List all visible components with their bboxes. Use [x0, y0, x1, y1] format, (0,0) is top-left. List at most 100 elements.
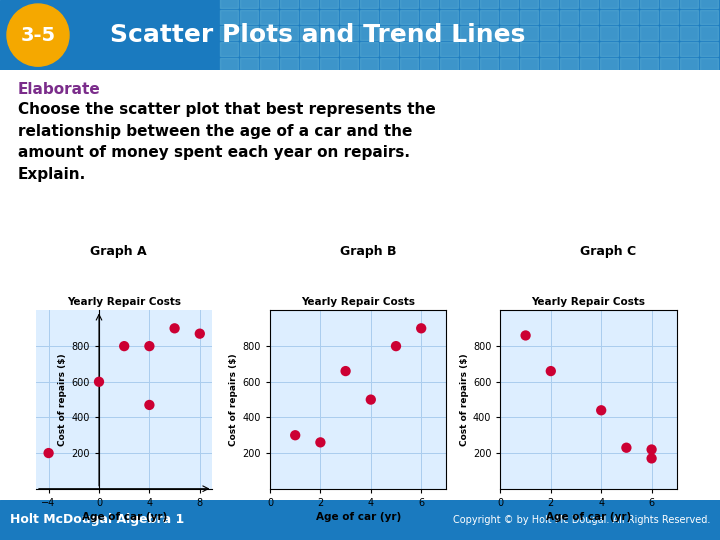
Bar: [420, 0, 438, 8]
Bar: [560, 10, 578, 24]
Bar: [480, 26, 498, 40]
Bar: [640, 42, 658, 56]
Bar: [500, 42, 518, 56]
Point: [595, 406, 607, 415]
Bar: [680, 42, 698, 56]
Bar: [700, 10, 718, 24]
Bar: [680, 0, 698, 8]
Bar: [220, 42, 238, 56]
Bar: [560, 58, 578, 72]
Bar: [580, 42, 598, 56]
Bar: [220, 10, 238, 24]
Point: [315, 438, 326, 447]
Bar: [500, 0, 518, 8]
Bar: [380, 10, 398, 24]
Bar: [340, 26, 358, 40]
Bar: [260, 42, 278, 56]
Title: Yearly Repair Costs: Yearly Repair Costs: [301, 297, 415, 307]
Bar: [320, 0, 338, 8]
Bar: [260, 26, 278, 40]
Bar: [560, 26, 578, 40]
Text: Scatter Plots and Trend Lines: Scatter Plots and Trend Lines: [110, 23, 526, 47]
Bar: [520, 58, 538, 72]
Point: [646, 454, 657, 463]
Bar: [600, 42, 618, 56]
Point: [545, 367, 557, 375]
Bar: [380, 58, 398, 72]
Point: [520, 331, 531, 340]
Bar: [500, 58, 518, 72]
Bar: [440, 26, 458, 40]
Point: [365, 395, 377, 404]
Bar: [620, 58, 638, 72]
Bar: [360, 26, 378, 40]
Bar: [660, 42, 678, 56]
Bar: [620, 10, 638, 24]
Point: [415, 324, 427, 333]
Bar: [240, 58, 258, 72]
Point: [168, 324, 180, 333]
Text: Copyright © by Holt Mc Dougal. All Rights Reserved.: Copyright © by Holt Mc Dougal. All Right…: [453, 515, 710, 525]
Bar: [680, 26, 698, 40]
Bar: [700, 26, 718, 40]
Bar: [240, 0, 258, 8]
Title: Yearly Repair Costs: Yearly Repair Costs: [67, 297, 181, 307]
Text: Choose the scatter plot that best represents the
relationship between the age of: Choose the scatter plot that best repres…: [18, 102, 436, 182]
Bar: [620, 26, 638, 40]
Bar: [540, 10, 558, 24]
Bar: [360, 0, 378, 8]
Bar: [400, 26, 418, 40]
Text: Graph A: Graph A: [90, 245, 146, 258]
Bar: [440, 0, 458, 8]
Bar: [580, 26, 598, 40]
Ellipse shape: [7, 4, 69, 66]
Bar: [360, 10, 378, 24]
Bar: [220, 26, 238, 40]
Bar: [280, 0, 298, 8]
Bar: [360, 58, 378, 72]
Bar: [600, 10, 618, 24]
Y-axis label: Cost of repairs ($): Cost of repairs ($): [58, 353, 67, 446]
Bar: [300, 10, 318, 24]
Bar: [640, 10, 658, 24]
Bar: [260, 0, 278, 8]
Bar: [300, 42, 318, 56]
Bar: [240, 26, 258, 40]
Bar: [440, 42, 458, 56]
Bar: [460, 42, 478, 56]
Bar: [520, 26, 538, 40]
Text: Elaborate: Elaborate: [18, 82, 101, 97]
Text: 3-5: 3-5: [20, 25, 55, 45]
Point: [118, 342, 130, 350]
Bar: [560, 0, 578, 8]
Bar: [380, 26, 398, 40]
Bar: [420, 42, 438, 56]
Bar: [600, 58, 618, 72]
Bar: [340, 58, 358, 72]
Bar: [580, 58, 598, 72]
Bar: [660, 0, 678, 8]
Bar: [580, 0, 598, 8]
Bar: [400, 10, 418, 24]
Bar: [420, 10, 438, 24]
Bar: [680, 58, 698, 72]
Bar: [500, 10, 518, 24]
Bar: [320, 42, 338, 56]
Bar: [380, 0, 398, 8]
Bar: [400, 58, 418, 72]
Point: [646, 445, 657, 454]
Bar: [220, 58, 238, 72]
Bar: [700, 0, 718, 8]
Point: [289, 431, 301, 440]
Bar: [460, 10, 478, 24]
Bar: [500, 26, 518, 40]
Point: [621, 443, 632, 452]
Point: [340, 367, 351, 375]
Bar: [520, 0, 538, 8]
Point: [143, 342, 156, 350]
Y-axis label: Cost of repairs ($): Cost of repairs ($): [459, 353, 469, 446]
Bar: [400, 42, 418, 56]
Bar: [320, 58, 338, 72]
Bar: [420, 58, 438, 72]
Bar: [440, 10, 458, 24]
